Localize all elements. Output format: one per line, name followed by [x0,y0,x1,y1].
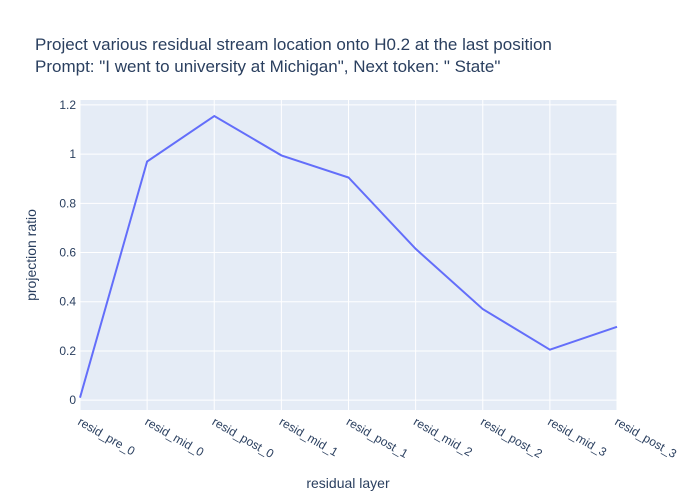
x-tick-label: resid_post_0 [210,414,277,461]
series-line [79,114,618,398]
x-axis-title: residual layer [306,475,390,491]
y-tick-label: 1 [69,147,76,161]
y-tick-label: 0.6 [59,246,76,260]
y-tick-label: 0.8 [59,196,76,210]
x-tick-labels: resid_pre_0 resid_mid_0 resid_post_0 resid_… [76,414,680,461]
y-axis-title: projection ratio [23,209,39,301]
y-tick-labels: 0 0.2 0.4 0.6 0.8 1 1.2 [59,98,76,407]
x-gridlines [79,100,618,410]
x-tick-label: resid_post_3 [613,414,680,461]
y-tick-label: 0 [69,393,76,407]
chart-title-line-1: Project various residual stream location… [35,35,552,54]
x-tick-label: resid_post_1 [344,414,411,461]
x-tick-label: resid_mid_2 [411,414,475,459]
x-tick-label: resid_mid_3 [545,414,609,459]
x-tick-label: resid_pre_0 [76,414,138,458]
y-tick-label: 0.2 [59,344,76,358]
y-tick-label: 1.2 [59,98,76,112]
x-tick-label: resid_mid_0 [143,414,207,459]
y-tick-label: 0.4 [59,295,76,309]
x-tick-label: resid_mid_1 [277,414,341,459]
x-tick-label: resid_post_2 [478,414,545,461]
chart-title-line-2: Prompt: "I went to university at Michiga… [35,57,500,76]
